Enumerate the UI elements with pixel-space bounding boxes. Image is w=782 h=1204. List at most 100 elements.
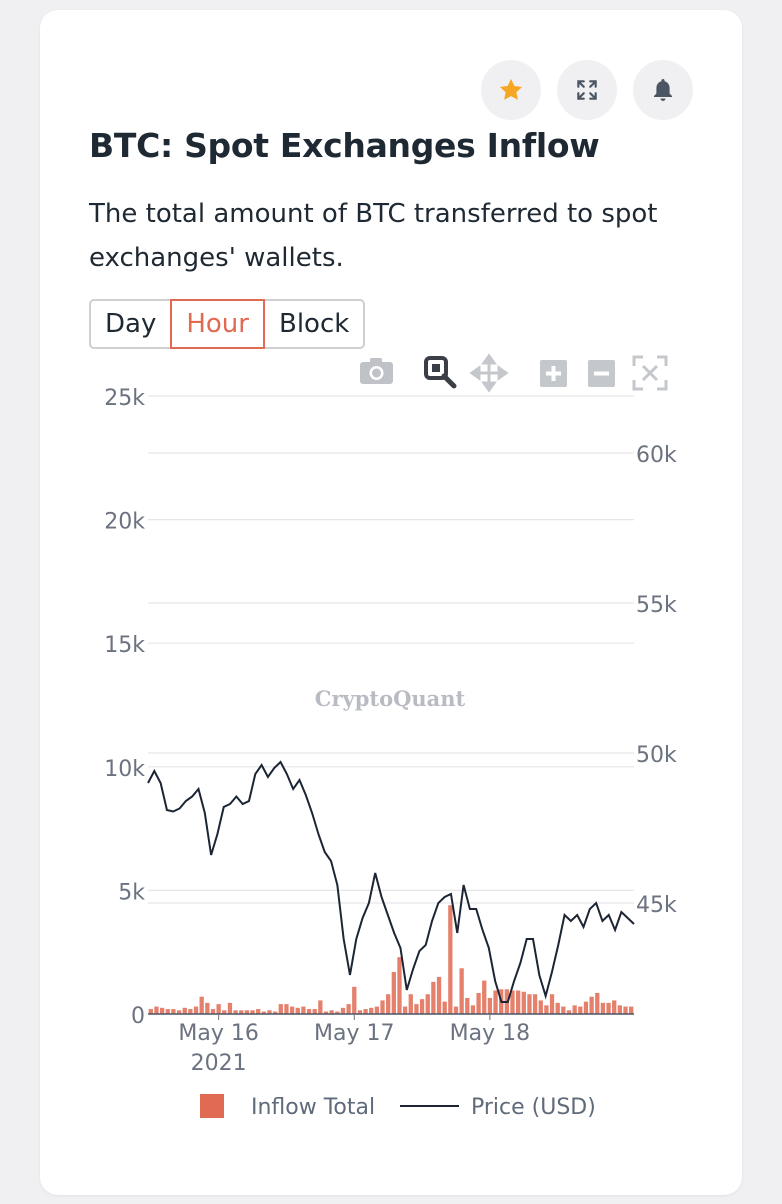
bell-icon [654,79,672,101]
inflow-bar [261,1011,266,1014]
inflow-bar [487,997,493,1014]
inflow-bar [436,976,442,1014]
inflow-bar [555,1002,560,1014]
chart-gridlines [148,395,634,904]
inflow-bar [527,994,532,1014]
inflow-bar [521,991,526,1014]
inflow-bar [566,1010,572,1014]
inflow-bar [205,1002,210,1014]
inflow-bar [606,1002,611,1014]
inflow-bar [476,992,481,1014]
inflow-bar [578,1006,583,1014]
left-tick-label: 0 [131,1004,145,1029]
left-tick-label: 15k [104,633,145,658]
expand-icon [577,80,597,100]
inflow-bar [459,968,464,1014]
x-tick-label: May 16 [178,1021,258,1046]
inflow-bar [470,1005,476,1014]
inflow-bar [159,1007,165,1014]
inflow-bar [572,1005,577,1014]
star-icon [499,78,523,100]
camera-icon[interactable] [360,358,393,384]
x-tick-label: May 17 [314,1021,394,1046]
inflow-bar [629,1006,634,1014]
legend-label-inflow: Inflow Total [251,1095,375,1120]
inflow-bar [482,980,487,1014]
inflow-bar [391,971,396,1014]
zoom-in-icon[interactable] [540,360,567,387]
inflow-bar [493,990,498,1014]
inflow-bar [414,1004,419,1014]
inflow-bar [549,994,555,1014]
inflow-bar [612,1000,617,1014]
x-tick-label: May 18 [450,1021,530,1046]
interval-hour-button[interactable]: Hour [170,299,265,349]
interval-selector: Day Hour Block [89,299,366,349]
left-axis-ticks: 0 5k 10k 15k 20k 25k [104,386,145,1029]
left-tick-label: 20k [104,510,145,535]
inflow-bar [465,997,470,1014]
inflow-bar [448,905,453,1014]
inflow-bar [199,996,204,1014]
inflow-bar [386,994,391,1014]
inflow-bar [176,1010,182,1014]
inflow-bar [532,994,538,1014]
inflow-bar [600,1002,606,1014]
zoom-icon[interactable] [424,356,457,389]
zoom-out-icon[interactable] [588,360,615,387]
inflow-bar [510,990,515,1014]
inflow-bar [397,957,402,1014]
inflow-bar [595,992,600,1014]
legend-swatch-inflow [200,1094,224,1118]
inflow-bar [239,1010,244,1014]
left-tick-label: 25k [104,386,145,411]
legend-item-inflow[interactable]: Inflow Total [200,1094,375,1120]
x-tick-sublabel: 2021 [191,1051,247,1076]
right-tick-label: 55k [636,593,677,618]
inflow-bar [306,1009,312,1014]
left-tick-label: 5k [118,880,145,905]
inflow-bar [318,1000,323,1014]
inflow-bar [256,1009,261,1014]
watermark: CryptoQuant [315,686,466,711]
inflow-bars [148,905,634,1014]
inflow-bar [289,1006,295,1014]
right-tick-label: 60k [636,443,677,468]
pan-icon[interactable] [469,353,509,393]
interval-block-button[interactable]: Block [278,309,350,339]
inflow-bar [544,1005,549,1014]
legend-item-price[interactable]: Price (USD) [400,1095,596,1120]
inflow-bar [346,1004,351,1014]
inflow-bar [402,1006,408,1014]
inflow-bar [589,996,594,1014]
inflow-bar [312,1009,317,1014]
inflow-bar [363,1009,368,1014]
interval-day-button[interactable]: Day [105,309,157,339]
chart-toolbar [360,353,668,393]
chart-description: The total amount of BTC transferred to s… [89,199,658,273]
inflow-bar [583,1001,589,1014]
autoscale-icon[interactable] [632,355,668,391]
legend-label-price: Price (USD) [471,1095,596,1120]
inflow-bar [516,990,521,1014]
favorite-button[interactable] [481,60,541,120]
inflow-bar [193,1006,199,1014]
inflow-bar [623,1006,628,1014]
inflow-bar [171,1009,176,1014]
inflow-bar [561,1006,566,1014]
alert-button[interactable] [633,60,693,120]
fullscreen-button[interactable] [557,60,617,120]
inflow-bar [301,1006,306,1014]
inflow-bar [340,1007,346,1014]
inflow-bar [425,994,430,1014]
inflow-bar [374,1006,380,1014]
inflow-bar [419,999,425,1014]
inflow-bar [182,1007,187,1014]
chart-legend: Inflow Total Price (USD) [200,1094,596,1120]
right-axis-ticks: 45k 50k 55k 60k [636,443,677,918]
price-line [147,760,635,1003]
inflow-bar [227,1002,233,1014]
inflow-bar [222,1010,227,1014]
left-tick-label: 10k [104,757,145,782]
